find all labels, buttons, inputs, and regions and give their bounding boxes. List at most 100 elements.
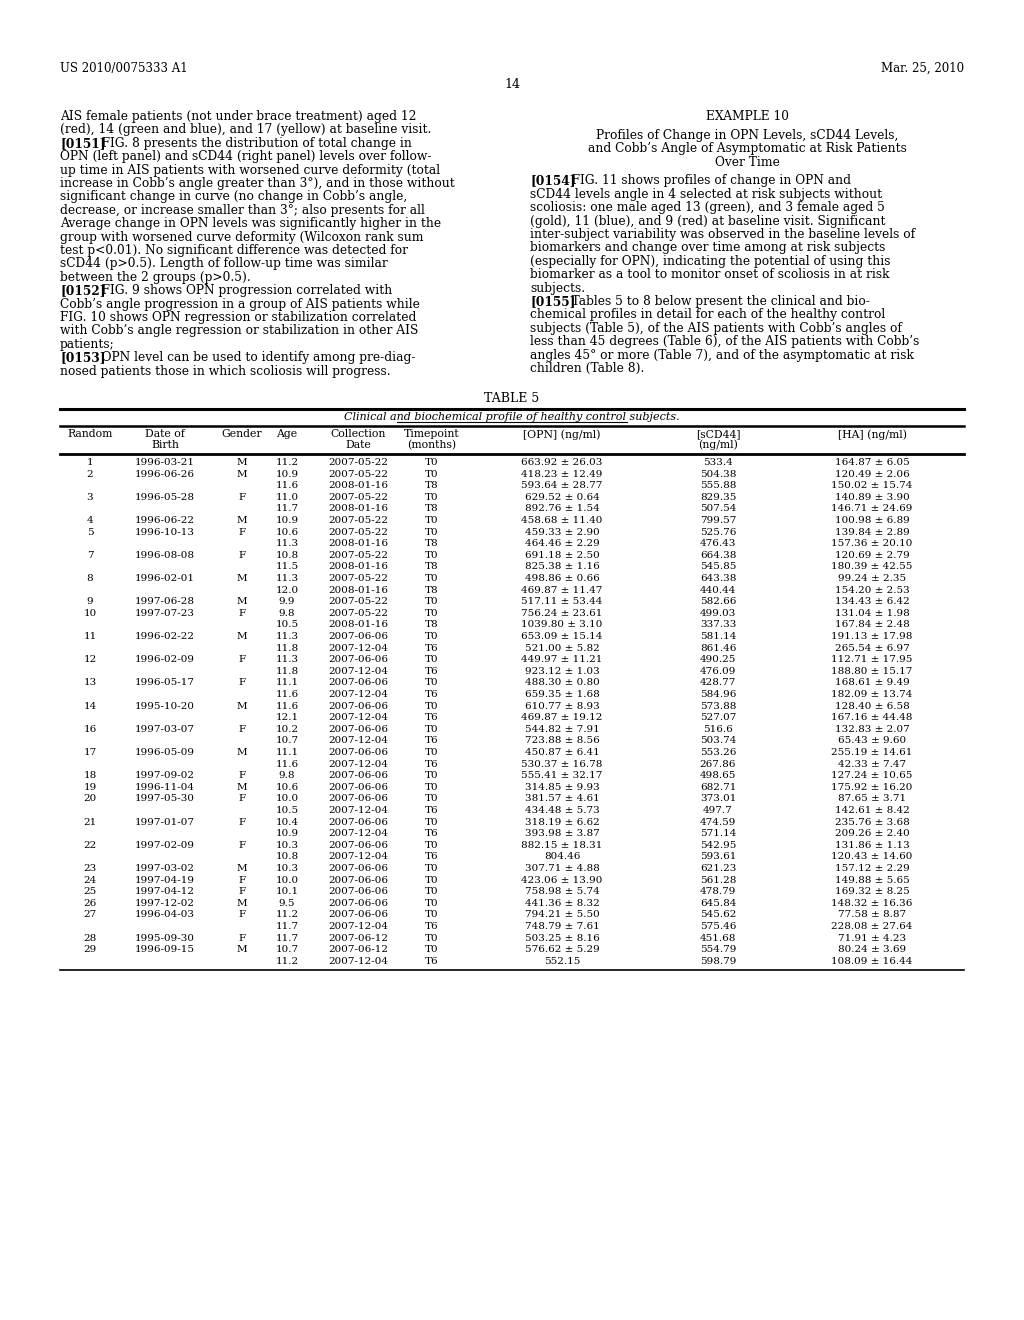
Text: 464.46 ± 2.29: 464.46 ± 2.29: [524, 540, 599, 548]
Text: 149.88 ± 5.65: 149.88 ± 5.65: [835, 875, 909, 884]
Text: 488.30 ± 0.80: 488.30 ± 0.80: [524, 678, 599, 688]
Text: TABLE 5: TABLE 5: [484, 392, 540, 405]
Text: 1996-10-13: 1996-10-13: [135, 528, 195, 537]
Text: 1997-02-09: 1997-02-09: [135, 841, 195, 850]
Text: F: F: [239, 609, 246, 618]
Text: M: M: [237, 899, 248, 908]
Text: 2007-05-22: 2007-05-22: [328, 470, 388, 479]
Text: 2007-12-04: 2007-12-04: [328, 957, 388, 966]
Text: 1996-05-09: 1996-05-09: [135, 748, 195, 758]
Text: significant change in curve (no change in Cobb’s angle,: significant change in curve (no change i…: [60, 190, 408, 203]
Text: T8: T8: [425, 540, 439, 548]
Text: Collection: Collection: [331, 429, 386, 440]
Text: 12.0: 12.0: [275, 586, 299, 594]
Text: 441.36 ± 8.32: 441.36 ± 8.32: [524, 899, 599, 908]
Text: OPN (left panel) and sCD44 (right panel) levels over follow-: OPN (left panel) and sCD44 (right panel)…: [60, 150, 431, 164]
Text: FIG. 10 shows OPN regression or stabilization correlated: FIG. 10 shows OPN regression or stabiliz…: [60, 312, 417, 323]
Text: 664.38: 664.38: [699, 550, 736, 560]
Text: 393.98 ± 3.87: 393.98 ± 3.87: [524, 829, 599, 838]
Text: 12.1: 12.1: [275, 713, 299, 722]
Text: 11.0: 11.0: [275, 492, 299, 502]
Text: 1039.80 ± 3.10: 1039.80 ± 3.10: [521, 620, 603, 630]
Text: 77.58 ± 8.87: 77.58 ± 8.87: [838, 911, 906, 920]
Text: 23: 23: [83, 865, 96, 873]
Text: T8: T8: [425, 562, 439, 572]
Text: 134.43 ± 6.42: 134.43 ± 6.42: [835, 597, 909, 606]
Text: increase in Cobb’s angle greater than 3°), and in those without: increase in Cobb’s angle greater than 3°…: [60, 177, 455, 190]
Text: 555.88: 555.88: [699, 482, 736, 490]
Text: angles 45° or more (Table 7), and of the asymptomatic at risk: angles 45° or more (Table 7), and of the…: [530, 348, 913, 362]
Text: 164.87 ± 6.05: 164.87 ± 6.05: [835, 458, 909, 467]
Text: (especially for OPN), indicating the potential of using this: (especially for OPN), indicating the pot…: [530, 255, 891, 268]
Text: 1996-08-08: 1996-08-08: [135, 550, 195, 560]
Text: 2007-06-06: 2007-06-06: [328, 655, 388, 664]
Text: 10.6: 10.6: [275, 528, 299, 537]
Text: 2007-06-06: 2007-06-06: [328, 632, 388, 642]
Text: 584.96: 584.96: [699, 690, 736, 700]
Text: 451.68: 451.68: [699, 933, 736, 942]
Text: 723.88 ± 8.56: 723.88 ± 8.56: [524, 737, 599, 746]
Text: 27: 27: [83, 911, 96, 920]
Text: 11.8: 11.8: [275, 667, 299, 676]
Text: T0: T0: [425, 911, 439, 920]
Text: 168.61 ± 9.49: 168.61 ± 9.49: [835, 678, 909, 688]
Text: F: F: [239, 887, 246, 896]
Text: 169.32 ± 8.25: 169.32 ± 8.25: [835, 887, 909, 896]
Text: 498.86 ± 0.66: 498.86 ± 0.66: [524, 574, 599, 583]
Text: 150.02 ± 15.74: 150.02 ± 15.74: [831, 482, 912, 490]
Text: 235.76 ± 3.68: 235.76 ± 3.68: [835, 817, 909, 826]
Text: 10.3: 10.3: [275, 865, 299, 873]
Text: 561.28: 561.28: [699, 875, 736, 884]
Text: 228.08 ± 27.64: 228.08 ± 27.64: [831, 923, 912, 931]
Text: T0: T0: [425, 771, 439, 780]
Text: Cobb’s angle progression in a group of AIS patients while: Cobb’s angle progression in a group of A…: [60, 297, 420, 310]
Text: 490.25: 490.25: [699, 655, 736, 664]
Text: 440.44: 440.44: [699, 586, 736, 594]
Text: T0: T0: [425, 597, 439, 606]
Text: T6: T6: [425, 713, 439, 722]
Text: 9.9: 9.9: [279, 597, 295, 606]
Text: 71.91 ± 4.23: 71.91 ± 4.23: [838, 933, 906, 942]
Text: M: M: [237, 945, 248, 954]
Text: 582.66: 582.66: [699, 597, 736, 606]
Text: 504.38: 504.38: [699, 470, 736, 479]
Text: T8: T8: [425, 586, 439, 594]
Text: 553.26: 553.26: [699, 748, 736, 758]
Text: 10.1: 10.1: [275, 887, 299, 896]
Text: 25: 25: [83, 887, 96, 896]
Text: 318.19 ± 6.62: 318.19 ± 6.62: [524, 817, 599, 826]
Text: 423.06 ± 13.90: 423.06 ± 13.90: [521, 875, 603, 884]
Text: 503.74: 503.74: [699, 737, 736, 746]
Text: 10.9: 10.9: [275, 516, 299, 525]
Text: 2008-01-16: 2008-01-16: [328, 562, 388, 572]
Text: chemical profiles in detail for each of the healthy control: chemical profiles in detail for each of …: [530, 309, 886, 321]
Text: T6: T6: [425, 853, 439, 862]
Text: T0: T0: [425, 887, 439, 896]
Text: 11.7: 11.7: [275, 504, 299, 513]
Text: 381.57 ± 4.61: 381.57 ± 4.61: [524, 795, 599, 804]
Text: F: F: [239, 933, 246, 942]
Text: 11.8: 11.8: [275, 644, 299, 652]
Text: 11.2: 11.2: [275, 458, 299, 467]
Text: 2007-06-06: 2007-06-06: [328, 795, 388, 804]
Text: scoliosis: one male aged 13 (green), and 3 female aged 5: scoliosis: one male aged 13 (green), and…: [530, 201, 885, 214]
Text: 154.20 ± 2.53: 154.20 ± 2.53: [835, 586, 909, 594]
Text: 2007-06-06: 2007-06-06: [328, 725, 388, 734]
Text: 598.79: 598.79: [699, 957, 736, 966]
Text: 14: 14: [504, 78, 520, 91]
Text: 1997-12-02: 1997-12-02: [135, 899, 195, 908]
Text: 108.09 ± 16.44: 108.09 ± 16.44: [831, 957, 912, 966]
Text: 180.39 ± 42.55: 180.39 ± 42.55: [831, 562, 912, 572]
Text: children (Table 8).: children (Table 8).: [530, 362, 644, 375]
Text: T0: T0: [425, 725, 439, 734]
Text: 1996-05-17: 1996-05-17: [135, 678, 195, 688]
Text: T0: T0: [425, 748, 439, 758]
Text: Date: Date: [345, 440, 371, 450]
Text: 659.35 ± 1.68: 659.35 ± 1.68: [524, 690, 599, 700]
Text: 11.5: 11.5: [275, 562, 299, 572]
Text: 314.85 ± 9.93: 314.85 ± 9.93: [524, 783, 599, 792]
Text: 29: 29: [83, 945, 96, 954]
Text: 2007-06-06: 2007-06-06: [328, 875, 388, 884]
Text: 28: 28: [83, 933, 96, 942]
Text: 2008-01-16: 2008-01-16: [328, 620, 388, 630]
